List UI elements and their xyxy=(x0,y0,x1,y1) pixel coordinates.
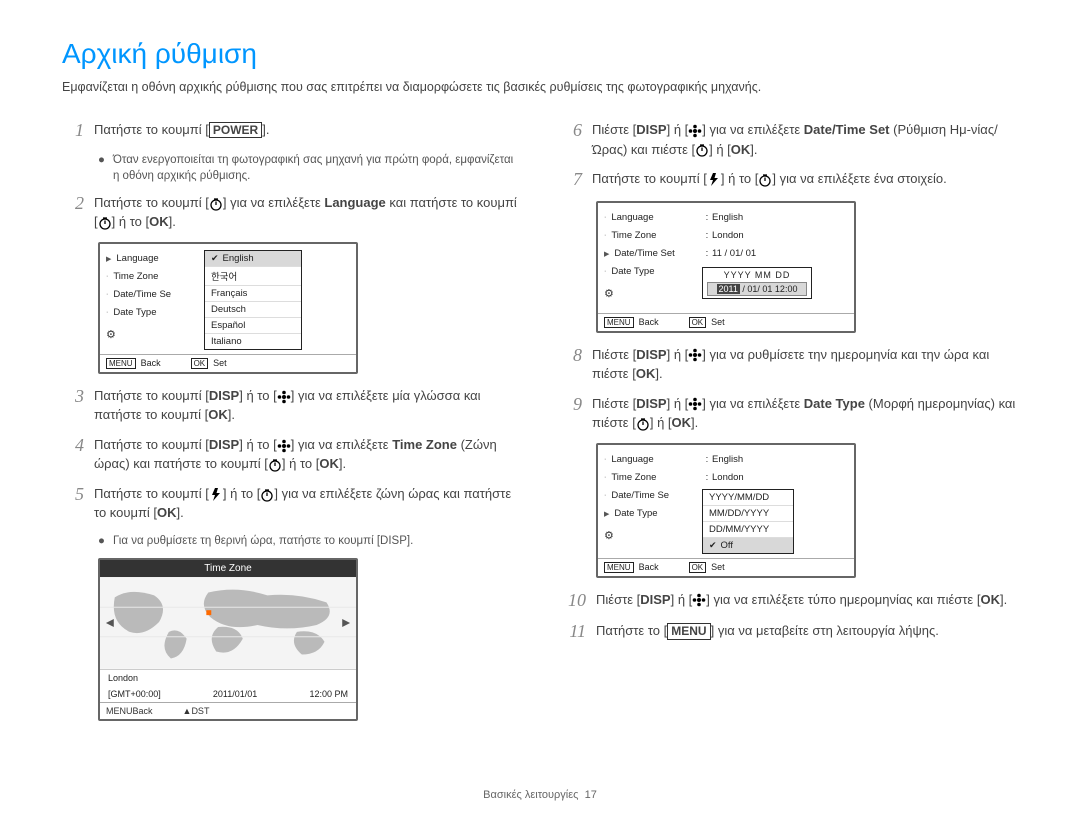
step-text: Πατήστε το κουμπί [POWER]. xyxy=(94,120,269,142)
lcd-menu-item: Language xyxy=(611,212,653,223)
lcd-language-screen: ▶Language ·Time Zone ·Date/Time Se ·Date… xyxy=(98,242,358,374)
macro-icon xyxy=(692,593,706,607)
popup-option: 한국어 xyxy=(211,269,237,283)
lcd-menu-item: Date Type xyxy=(113,307,156,318)
lcd-value: London xyxy=(712,472,744,483)
step-text: Πιέστε [DISP] ή [] για να επιλέξετε Date… xyxy=(592,394,1018,433)
ok-key-icon: OK xyxy=(191,358,209,369)
date-edit-box: YYYY MM DD 2011 / 01/ 01 12:00 xyxy=(702,267,812,299)
menu-key-icon: MENU xyxy=(106,358,136,369)
gear-icon: ⚙ xyxy=(106,328,196,341)
step-text: Πατήστε το κουμπί [] για να επιλέξετε La… xyxy=(94,193,520,232)
page-subtitle: Εμφανίζεται η οθόνη αρχικής ρύθμισης που… xyxy=(62,80,1018,94)
step-text: Πιέστε [DISP] ή [] για να επιλέξετε Date… xyxy=(592,120,1018,159)
step-text: Πατήστε το κουμπί [] ή το [] για να επιλ… xyxy=(592,169,947,191)
gear-icon: ⚙ xyxy=(604,529,694,542)
timer-icon xyxy=(209,197,223,211)
macro-icon xyxy=(688,397,702,411)
lcd-timezone-screen: Time Zone xyxy=(98,558,358,721)
popup-option: English xyxy=(223,253,254,264)
tz-time: 12:00 PM xyxy=(309,689,348,699)
popup-option: Español xyxy=(211,320,245,331)
language-popup: ✔English 한국어 Français Deutsch Español It… xyxy=(204,250,302,350)
step-number: 7 xyxy=(560,169,582,191)
left-column: 1 Πατήστε το κουμπί [POWER]. ●Όταν ενεργ… xyxy=(62,120,520,727)
popup-option: YYYY/MM/DD xyxy=(709,492,769,503)
lcd-menu-item: Time Zone xyxy=(113,271,158,282)
step-text: Πιέστε [DISP] ή [] για να ρυθμίσετε την … xyxy=(592,345,1018,384)
lcd-menu-item: Date/Time Set xyxy=(614,248,674,259)
timer-icon xyxy=(268,458,282,472)
macro-icon xyxy=(688,124,702,138)
flash-icon xyxy=(209,487,223,502)
ok-key-icon: OK xyxy=(689,317,707,328)
world-map-icon xyxy=(100,577,356,669)
page-title: Αρχική ρύθμιση xyxy=(62,38,1018,70)
popup-option: Off xyxy=(721,540,734,551)
step-number: 9 xyxy=(560,394,582,433)
timer-icon xyxy=(636,417,650,431)
macro-icon xyxy=(277,390,291,404)
step-number: 8 xyxy=(560,345,582,384)
tz-city: London xyxy=(108,673,138,683)
macro-icon xyxy=(277,439,291,453)
popup-option: Italiano xyxy=(211,336,242,347)
lcd-menu-item: Date Type xyxy=(614,508,657,519)
page-footer: Βασικές λειτουργίες 17 xyxy=(0,789,1080,801)
step-number: 10 xyxy=(560,590,586,612)
lcd-menu-item: Language xyxy=(611,454,653,465)
datetype-popup: YYYY/MM/DD MM/DD/YYYY DD/MM/YYYY ✔Off xyxy=(702,489,794,554)
popup-option: DD/MM/YYYY xyxy=(709,524,769,535)
timer-icon xyxy=(695,143,709,157)
step-number: 11 xyxy=(560,621,586,643)
lcd-value: London xyxy=(712,230,744,241)
step-text: Πατήστε το [MENU] για να μεταβείτε στη λ… xyxy=(596,621,939,643)
right-column: 6 Πιέστε [DISP] ή [] για να επιλέξετε Da… xyxy=(560,120,1018,727)
popup-option: Deutsch xyxy=(211,304,246,315)
step-text: Πατήστε το κουμπί [] ή το [] για να επιλ… xyxy=(94,484,520,523)
tz-title: Time Zone xyxy=(100,560,356,577)
flash-icon xyxy=(707,172,721,187)
timer-icon xyxy=(98,216,112,230)
tz-date: 2011/01/01 xyxy=(213,689,257,699)
step-number: 3 xyxy=(62,386,84,425)
step-number: 2 xyxy=(62,193,84,232)
lcd-menu-item: Time Zone xyxy=(611,230,656,241)
lcd-value: English xyxy=(712,212,743,223)
timer-icon xyxy=(758,173,772,187)
step-text: Πιέστε [DISP] ή [] για να επιλέξετε τύπο… xyxy=(596,590,1007,612)
popup-option: MM/DD/YYYY xyxy=(709,508,769,519)
lcd-menu-item: Date Type xyxy=(611,266,654,277)
power-key: POWER xyxy=(209,122,262,138)
step-text: Πατήστε το κουμπί [DISP] ή το [] για να … xyxy=(94,386,520,425)
step-number: 1 xyxy=(62,120,84,142)
lcd-datetime-screen: ·Language ·Time Zone ▶Date/Time Set ·Dat… xyxy=(596,201,856,333)
step-bullet: ●Για να ρυθμίσετε τη θερινή ώρα, πατήστε… xyxy=(98,533,520,550)
ok-key-icon: OK xyxy=(689,562,707,573)
step-number: 6 xyxy=(560,120,582,159)
gear-icon: ⚙ xyxy=(604,287,694,300)
lcd-value: 11 / 01/ 01 xyxy=(712,248,756,259)
menu-key: MENU xyxy=(667,623,710,639)
lcd-datetype-screen: ·Language ·Time Zone ·Date/Time Se ▶Date… xyxy=(596,443,856,578)
lcd-menu-item: Language xyxy=(116,253,158,264)
timer-icon xyxy=(260,488,274,502)
menu-key-icon: MENU xyxy=(604,317,634,328)
lcd-menu-item: Date/Time Se xyxy=(611,490,669,501)
step-bullet: ●Όταν ενεργοποιείται τη φωτογραφική σας … xyxy=(98,152,520,185)
lcd-menu-item: Time Zone xyxy=(611,472,656,483)
macro-icon xyxy=(688,348,702,362)
lcd-menu-item: Date/Time Se xyxy=(113,289,171,300)
step-text: Πατήστε το κουμπί [DISP] ή το [] για να … xyxy=(94,435,520,474)
menu-key-icon: MENU xyxy=(604,562,634,573)
popup-option: Français xyxy=(211,288,247,299)
step-number: 5 xyxy=(62,484,84,523)
menu-key-icon: MENU xyxy=(106,706,133,716)
lcd-value: English xyxy=(712,454,743,465)
tz-gmt: [GMT+00:00] xyxy=(108,689,161,699)
step-number: 4 xyxy=(62,435,84,474)
